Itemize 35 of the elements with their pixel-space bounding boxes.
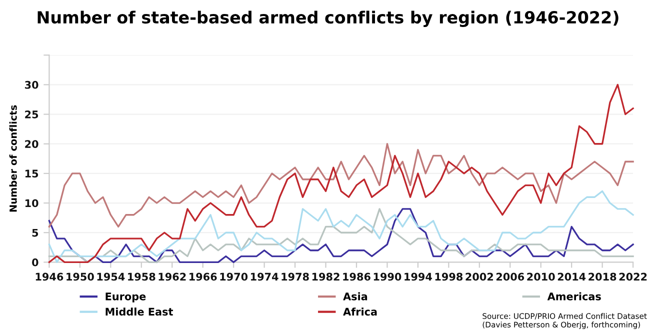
- line-series: [48, 143, 634, 228]
- legend-label: Americas: [547, 292, 601, 300]
- y-axis-title: Number of conflicts: [9, 105, 17, 212]
- x-tick-label: 1962: [158, 272, 186, 281]
- x-tick-label: 1982: [312, 272, 340, 281]
- y-tick-label: 25: [25, 110, 38, 118]
- x-tick-label: 1970: [220, 272, 248, 281]
- x-tick-label: 2006: [496, 272, 524, 281]
- legend-label: Asia: [343, 292, 368, 300]
- y-tick-label: 0: [32, 258, 38, 266]
- x-tick-label: 2002: [466, 272, 493, 281]
- legend-label: Europe: [106, 292, 146, 302]
- x-tick-label: 1974: [250, 272, 278, 281]
- y-tick-label: 5: [32, 228, 38, 237]
- x-tick-label: 1966: [190, 272, 217, 281]
- legend-label: Middle East: [106, 308, 173, 316]
- x-tick-label: 1990: [374, 272, 402, 281]
- legend-label: Africa: [343, 308, 377, 316]
- x-tick-label: 1998: [435, 272, 463, 281]
- y-tick-label: 15: [25, 170, 38, 178]
- y-tick-label: 30: [24, 80, 38, 89]
- x-tick-label: 1946: [36, 272, 64, 281]
- x-tick-label: 2018: [588, 272, 616, 281]
- y-tick-label: 10: [25, 199, 38, 208]
- x-tick-label: 2022: [619, 272, 647, 281]
- x-tick-label: 1994: [404, 272, 432, 281]
- x-tick-label: 1986: [343, 272, 370, 281]
- x-tick-label: 2010: [527, 272, 555, 281]
- x-tick-label: 1950: [66, 272, 94, 281]
- x-tick-label: 1958: [128, 272, 156, 281]
- chart-title: Number of state-based armed conflicts by region (1946-2022): [38, 10, 618, 27]
- y-tick-label: 20: [25, 140, 38, 148]
- x-tick-label: 2014: [558, 272, 586, 281]
- x-tick-label: 1978: [282, 272, 309, 281]
- x-tick-label: 1954: [97, 272, 125, 281]
